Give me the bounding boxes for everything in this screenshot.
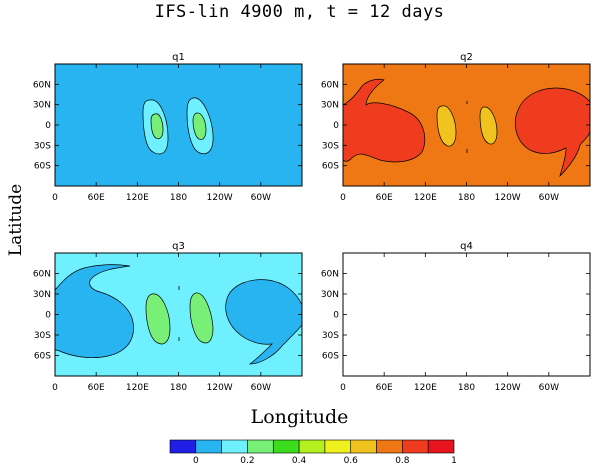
q3-contour-west-blob — [55, 264, 134, 358]
colorbar-label: 0.4 — [292, 456, 307, 466]
colorbar-swatch — [402, 439, 429, 454]
colorbar-swatch — [298, 439, 326, 454]
lat-tick-label: 60S — [34, 162, 51, 172]
lon-tick-label: 0 — [52, 193, 58, 203]
lat-tick-label: 60N — [33, 80, 51, 90]
colorbar-swatch — [272, 439, 300, 454]
lon-tick-label: 60E — [88, 193, 105, 203]
lon-tick-label: 180 — [170, 383, 187, 393]
lat-tick-label: 30S — [322, 331, 339, 341]
lon-tick-label: 60W — [539, 383, 559, 393]
lon-tick-label: 120E — [414, 193, 437, 203]
panel-q1 — [54, 63, 303, 187]
colorbar-label: 0.6 — [344, 456, 359, 466]
lon-tick-label: 0 — [52, 383, 58, 393]
q3-contour-right-spot — [189, 292, 214, 344]
panel-title-q2: q2 — [460, 52, 473, 63]
q2-contour-right-spot — [479, 106, 498, 145]
lat-tick-label: 0 — [333, 121, 339, 131]
q2-contour-east-blob — [515, 87, 590, 178]
lon-tick-label: 60E — [88, 383, 105, 393]
lon-tick-label: 180 — [458, 193, 475, 203]
panel-q4-frame — [342, 252, 591, 377]
colorbar-swatch — [350, 439, 377, 454]
lat-tick-label: 30N — [33, 101, 51, 111]
lat-tick-label: 30S — [322, 141, 339, 151]
lon-tick-label: 60W — [539, 193, 559, 203]
lon-tick-label: 120W — [207, 383, 233, 393]
lon-tick-label: 0 — [340, 193, 346, 203]
lon-tick-label: 180 — [170, 193, 187, 203]
main-title: IFS-lin 4900 m, t = 12 days — [154, 2, 445, 22]
colorbar-label: 1 — [451, 456, 457, 466]
lon-tick-label: 120E — [414, 383, 437, 393]
lat-tick-label: 30S — [34, 331, 51, 341]
q2-contour-west-blob — [343, 78, 426, 163]
panel-q4 — [342, 252, 591, 377]
colorbar-swatch — [324, 439, 352, 454]
colorbar-label: 0.8 — [395, 456, 410, 466]
lon-tick-label: 0 — [340, 383, 346, 393]
lat-tick-label: 30S — [34, 141, 51, 151]
lon-tick-label: 60W — [251, 383, 271, 393]
lat-tick-label: 30N — [321, 290, 339, 300]
x-axis-label: Longitude — [250, 406, 349, 428]
panel-title-q4: q4 — [460, 241, 473, 252]
panel-title-q1: q1 — [172, 52, 185, 63]
lon-tick-label: 120W — [495, 193, 521, 203]
lon-tick-label: 120W — [207, 193, 233, 203]
colorbar-label: 0.2 — [240, 456, 254, 466]
colorbar-swatch — [427, 439, 455, 454]
panel-title-q3: q3 — [172, 241, 185, 252]
colorbar-swatch — [221, 439, 248, 454]
lat-tick-label: 30N — [321, 101, 339, 111]
colorbar-swatch — [376, 439, 403, 454]
q1-contour-right-inner — [192, 112, 207, 140]
lat-tick-label: 60S — [322, 352, 339, 362]
panel-q3 — [54, 252, 303, 377]
colorbar-swatch — [247, 439, 274, 454]
panel-q1-background — [55, 64, 302, 186]
lon-tick-label: 120E — [126, 193, 149, 203]
lon-tick-label: 180 — [458, 383, 475, 393]
lat-tick-label: 30N — [33, 290, 51, 300]
lat-tick-label: 60S — [322, 162, 339, 172]
lon-tick-label: 120W — [495, 383, 521, 393]
lat-tick-label: 0 — [333, 311, 339, 321]
lon-tick-label: 120E — [126, 383, 149, 393]
lat-tick-label: 60S — [34, 352, 51, 362]
lat-tick-label: 60N — [33, 270, 51, 280]
lat-tick-label: 0 — [45, 121, 51, 131]
panel-q2 — [342, 63, 591, 187]
lon-tick-label: 60E — [376, 193, 393, 203]
q2-contour-left-spot — [436, 105, 457, 147]
q3-contour-east-blob — [225, 279, 302, 365]
lat-tick-label: 60N — [321, 80, 339, 90]
lon-tick-label: 60E — [376, 383, 393, 393]
lat-tick-label: 60N — [321, 270, 339, 280]
q1-contour-left-inner — [150, 113, 164, 140]
lat-tick-label: 0 — [45, 311, 51, 321]
colorbar-swatch — [195, 439, 222, 454]
colorbar-swatch — [169, 439, 197, 454]
colorbar-label: 0 — [193, 456, 199, 466]
lon-tick-label: 60W — [251, 193, 271, 203]
q3-contour-left-spot — [145, 293, 171, 345]
